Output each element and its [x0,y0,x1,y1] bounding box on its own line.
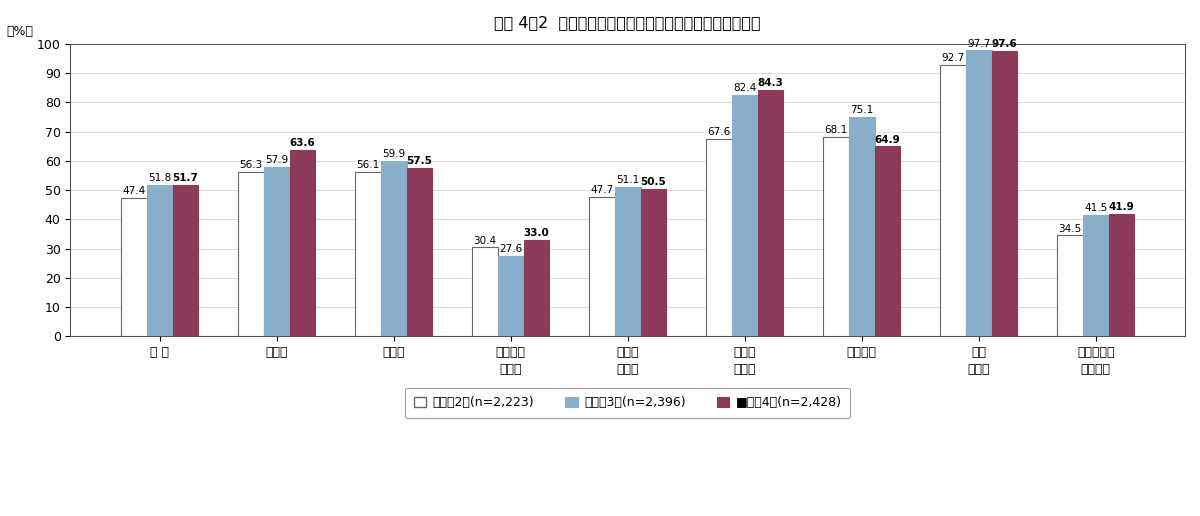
Bar [121,198,146,336]
Text: 82.4: 82.4 [733,84,756,93]
Bar [875,147,900,336]
Text: 34.5: 34.5 [1058,223,1081,234]
Bar [966,51,991,336]
Bar [264,167,289,336]
Text: 68.1: 68.1 [824,125,847,135]
Bar [1057,235,1082,336]
Text: 51.8: 51.8 [148,173,172,183]
Bar [146,185,173,336]
Text: 41.5: 41.5 [1084,203,1108,213]
Bar [173,185,198,336]
Bar [706,138,732,336]
Text: 47.4: 47.4 [122,186,145,196]
Bar [1109,214,1134,336]
Bar [407,168,432,336]
Text: 64.9: 64.9 [875,135,900,144]
Text: 27.6: 27.6 [499,244,522,254]
Text: 84.3: 84.3 [757,78,784,88]
Text: 57.9: 57.9 [265,155,288,165]
Bar [380,161,407,336]
Legend: モ令和2年(n=2,223), モ令和3年(n=2,396), ■令和4年(n=2,428): モ令和2年(n=2,223), モ令和3年(n=2,396), ■令和4年(n=… [404,388,851,418]
Text: 56.3: 56.3 [239,160,263,170]
Text: 75.1: 75.1 [850,105,874,115]
Text: 30.4: 30.4 [473,236,497,246]
Text: 41.9: 41.9 [1109,202,1134,212]
Text: 97.7: 97.7 [967,39,990,49]
Text: 47.7: 47.7 [590,185,613,195]
Bar [523,240,550,336]
Bar [238,172,264,336]
Bar [614,187,641,336]
Text: 63.6: 63.6 [289,138,316,149]
Text: 33.0: 33.0 [523,228,550,238]
Y-axis label: （%）: （%） [7,25,34,38]
Text: 51.1: 51.1 [616,175,640,185]
Text: 56.1: 56.1 [356,160,379,170]
Text: 50.5: 50.5 [641,177,666,187]
Bar [355,172,380,336]
Bar [757,90,784,336]
Bar [1082,215,1109,336]
Text: 97.6: 97.6 [991,39,1018,49]
Text: 59.9: 59.9 [382,149,406,159]
Bar [289,150,316,336]
Bar [472,248,498,336]
Title: 図表 4－2  テレワークの導入状況（時系列、産業分類別）: 図表 4－2 テレワークの導入状況（時系列、産業分類別） [494,15,761,30]
Bar [589,197,614,336]
Bar [732,95,757,336]
Text: 57.5: 57.5 [407,156,432,166]
Bar [940,65,966,336]
Bar [498,255,523,336]
Bar [641,188,666,336]
Bar [848,117,875,336]
Text: 51.7: 51.7 [173,173,198,183]
Text: 67.6: 67.6 [707,127,731,137]
Bar [991,51,1018,336]
Text: 92.7: 92.7 [941,53,965,63]
Bar [823,137,848,336]
